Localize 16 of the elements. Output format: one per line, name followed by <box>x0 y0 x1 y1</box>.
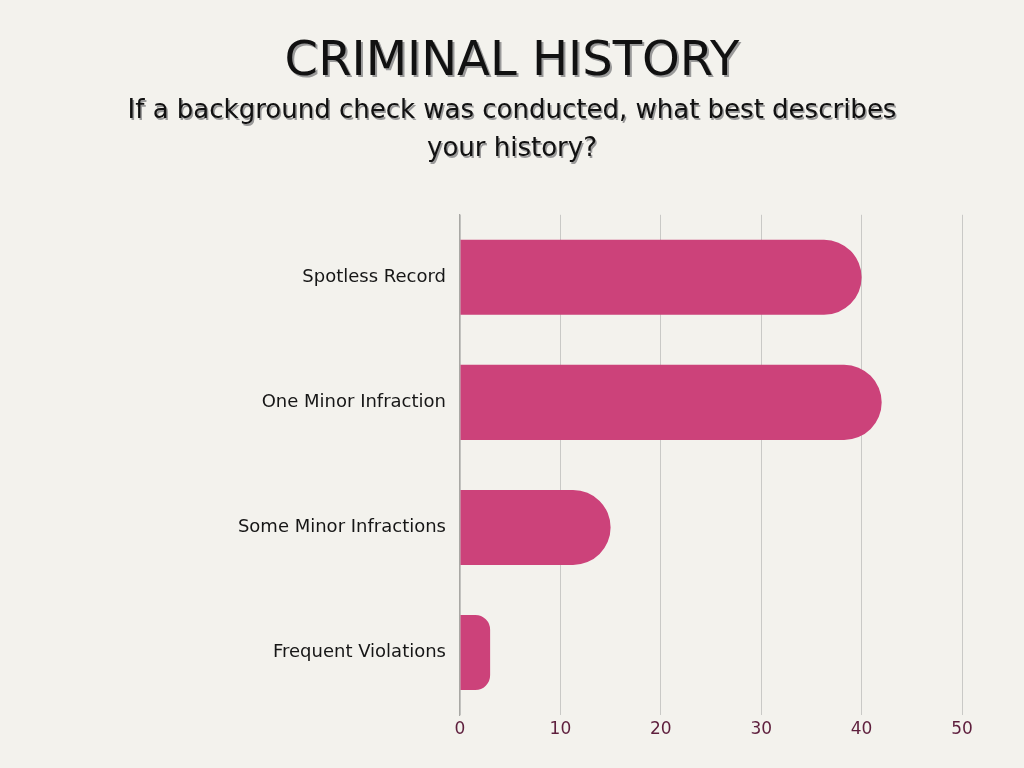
bar <box>460 614 491 690</box>
y-tick-label: One Minor Infraction <box>261 390 446 412</box>
x-tick-label: 50 <box>951 717 973 738</box>
bar <box>460 364 882 440</box>
y-tick-label: Frequent Violations <box>272 640 446 662</box>
x-tick-label: 10 <box>549 717 572 738</box>
y-tick-label: Some Minor Infractions <box>237 515 446 537</box>
chart-subtitle: If a background check was conducted, what best describes your history? <box>126 93 898 164</box>
x-tick-label: 40 <box>850 717 873 738</box>
x-tick-label: 20 <box>649 717 672 738</box>
x-tick-label: 0 <box>454 717 466 738</box>
chart-title: CRIMINAL HISTORY <box>283 30 741 86</box>
x-tick-label: 30 <box>750 717 773 738</box>
y-tick-label: Spotless Record <box>302 265 446 286</box>
bar <box>460 239 862 315</box>
bar <box>460 489 611 565</box>
